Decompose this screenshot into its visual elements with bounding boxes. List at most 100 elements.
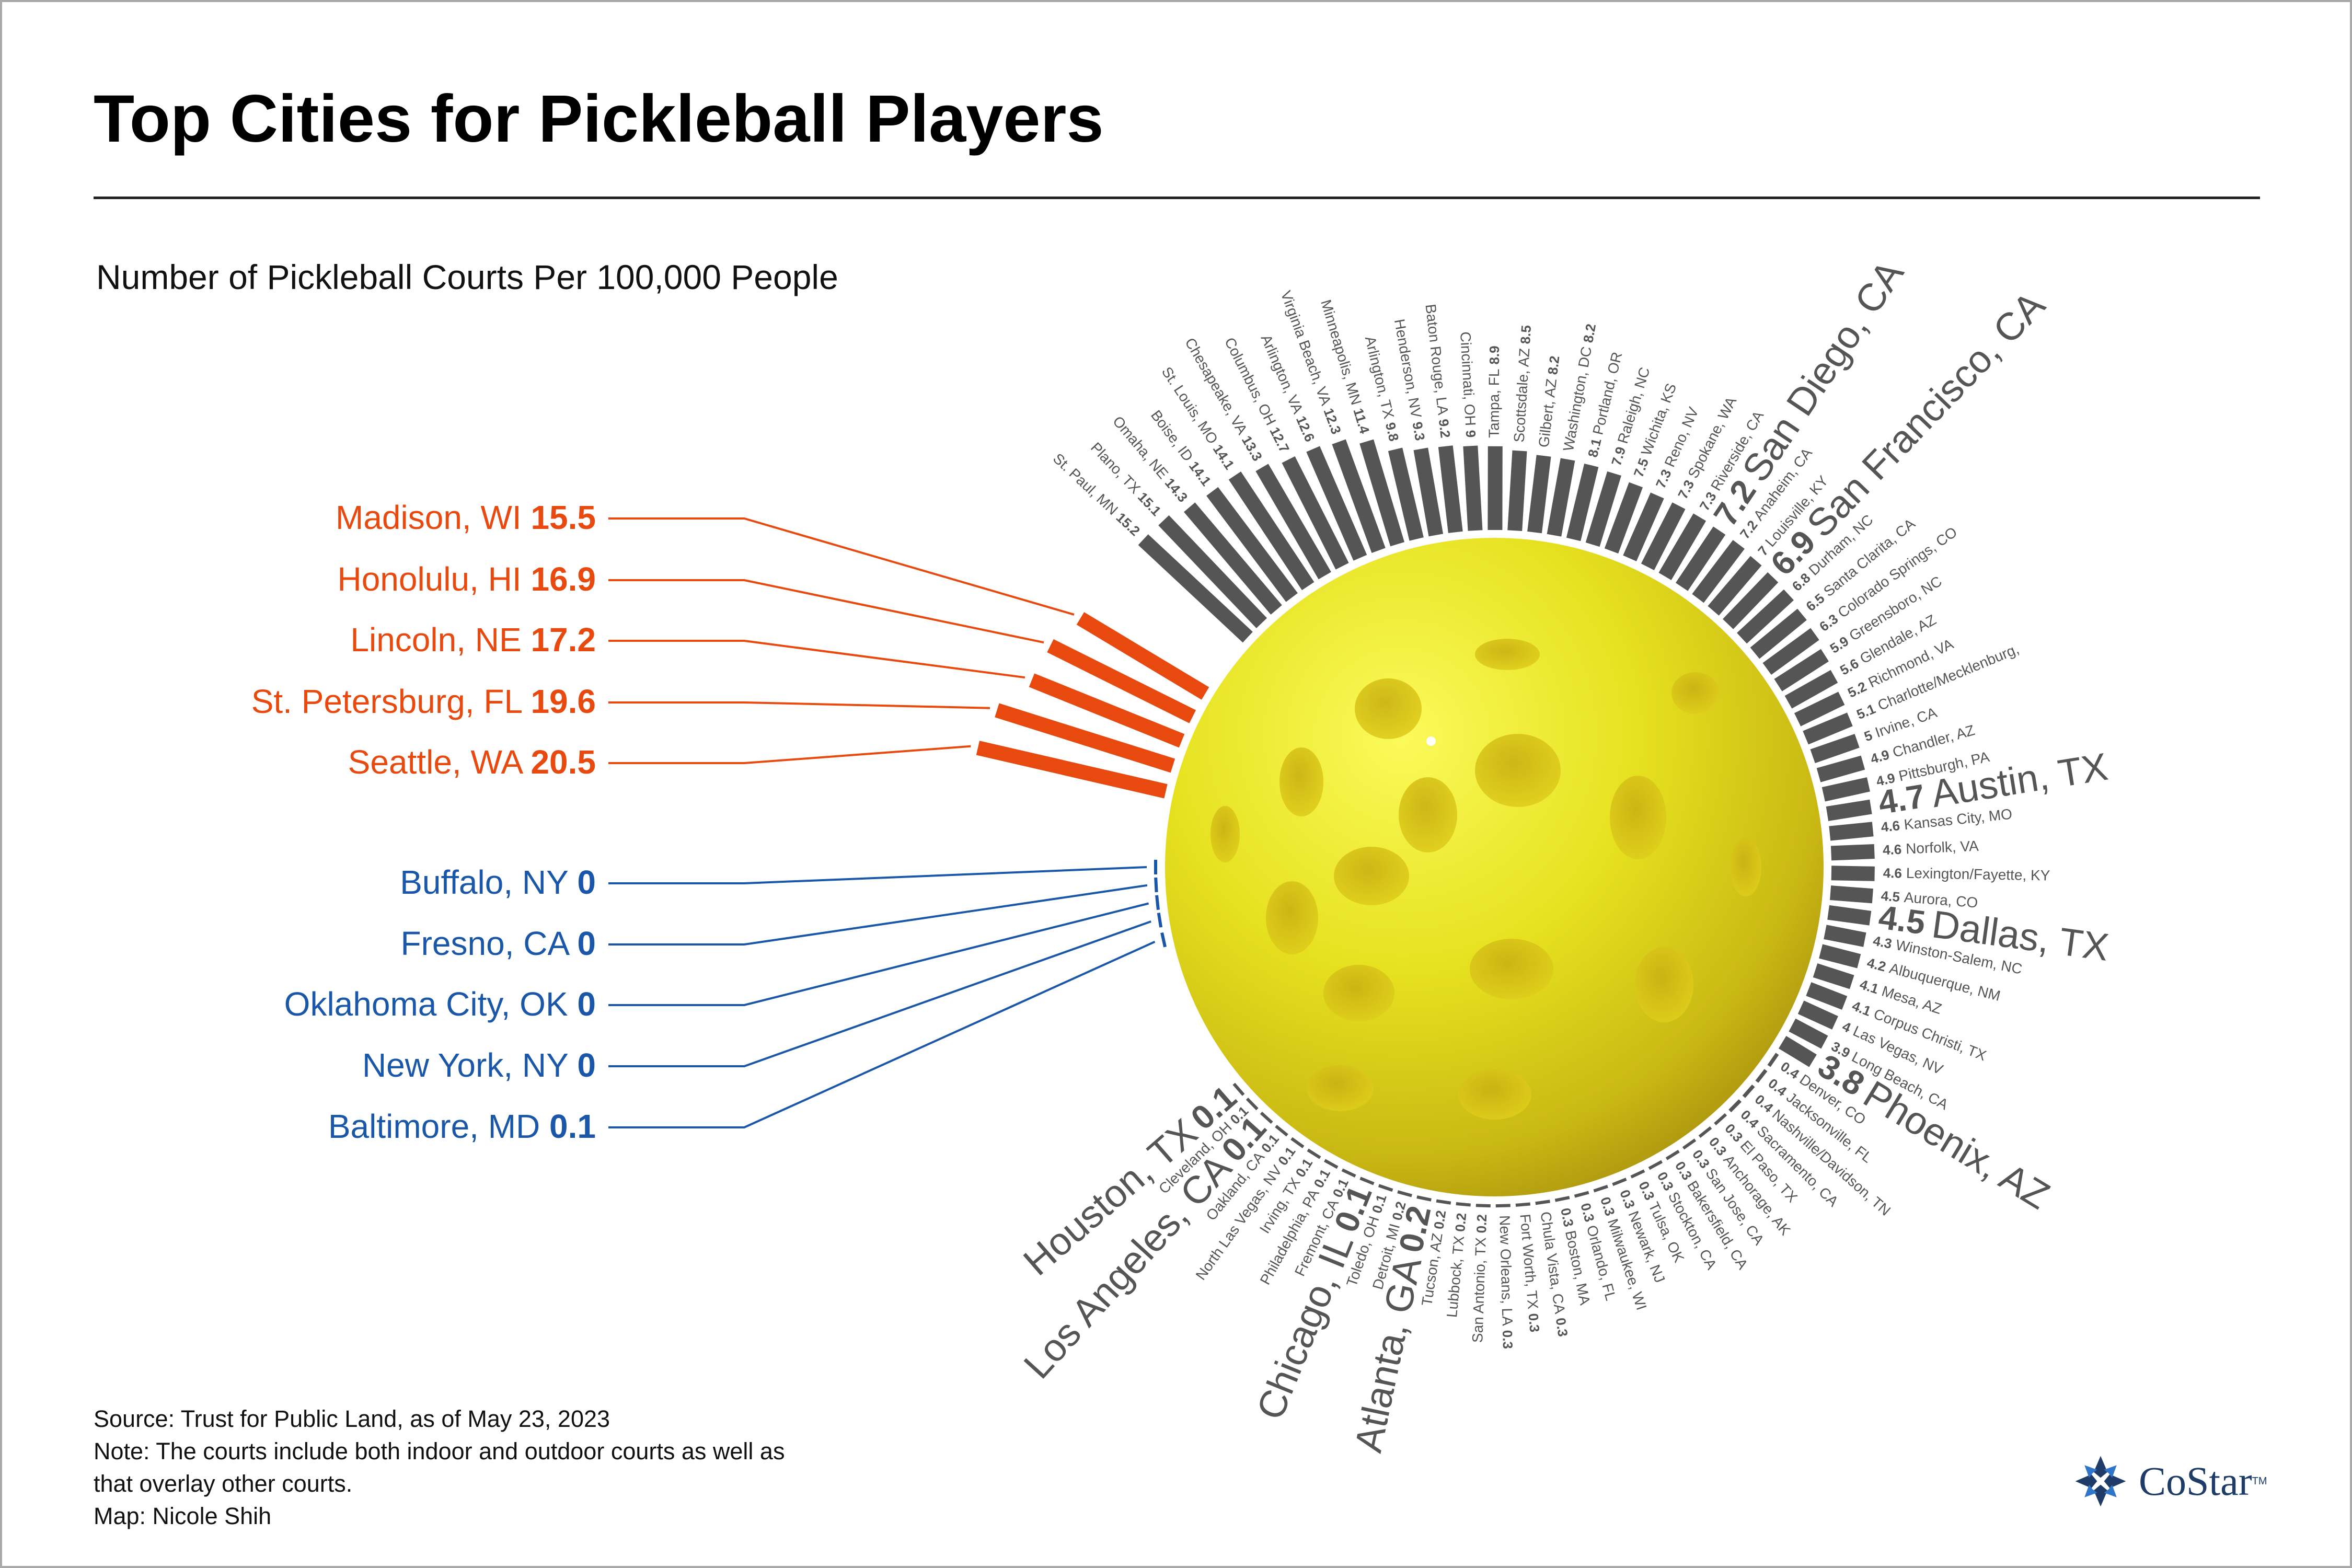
bar-colorado-springs-co (1762, 628, 1819, 675)
bar-pittsburgh-pa (1821, 777, 1870, 802)
ring-label-value: 0.3 (1654, 1169, 1677, 1193)
bar-phoenix-az (1778, 1036, 1817, 1067)
ring-label-city: Arlington, TX (1362, 335, 1397, 420)
bar-washington-dc (1547, 458, 1575, 537)
top-label-lincoln-ne: Lincoln, NE 17.2 (350, 621, 596, 659)
title-divider (94, 197, 2260, 199)
bar-spokane-wa (1641, 502, 1686, 570)
pickleball-hole (1279, 747, 1323, 816)
ring-label-value: 6.3 (1816, 610, 1841, 635)
ring-label-value: 0.2 (1452, 1212, 1469, 1232)
ring-label-value: 8.2 (1544, 355, 1562, 375)
bar-winston-salem-nc (1824, 925, 1866, 947)
ring-label-baton-rouge-la: Baton Rouge, LA 9.2 (1422, 303, 1454, 439)
bar-las-vegas-nv (1797, 1000, 1838, 1030)
ring-label-value: 13.3 (1239, 433, 1265, 464)
bar-omaha-ne (1184, 502, 1282, 615)
bar-arlington-tx (1388, 447, 1424, 541)
pickleball-icon (1165, 538, 1824, 1196)
top-leader-line (608, 579, 1044, 644)
ring-label-lexington-fayette-ky: 4.6 Lexington/Fayette, KY (1883, 864, 2050, 884)
pickleball-hole (1475, 639, 1540, 670)
bar-el-paso-tx (1714, 1113, 1727, 1126)
top-bar-lincoln-ne (1029, 673, 1185, 748)
pickleball-hole (1671, 672, 1720, 714)
pickleball-hole (1210, 806, 1240, 862)
top-bar-seattle-wa (976, 741, 1168, 799)
ring-label-value: 8.2 (1580, 322, 1599, 344)
bottom-label-value: 0 (577, 985, 596, 1023)
bar-newark-nj (1612, 1178, 1627, 1186)
pickleball-hole (1334, 847, 1409, 905)
ring-label-value: 4 (1840, 1018, 1853, 1036)
bar-austin-tx (1826, 799, 1872, 821)
ring-label-value: 9.8 (1382, 421, 1402, 443)
bars-layer (976, 439, 1875, 1208)
bar-long-beach-ca (1789, 1018, 1828, 1049)
bar-cincinnati-oh (1463, 445, 1483, 531)
ring-label-omaha-ne: Omaha, NE14.3 (1110, 413, 1191, 505)
bottom-label-city: Buffalo, NY (400, 863, 577, 901)
top-label-value: 16.9 (531, 560, 596, 598)
ring-label-scottsdale-az: Scottsdale, AZ 8.5 (1511, 325, 1534, 443)
pickleball-hole (1458, 1069, 1531, 1120)
bar-chandler-az (1816, 755, 1865, 782)
ring-label-value: 5.2 (1845, 678, 1869, 701)
top-bar-st-petersburg-fl (995, 703, 1175, 773)
ring-label-text: 4.6 Lexington/Fayette, KY (1883, 864, 2050, 884)
ring-label-value: 0.3 (1553, 1317, 1571, 1338)
ring-label-value: 0.2 (1431, 1209, 1449, 1230)
top-leader-line (608, 701, 990, 709)
ring-label-value: 0.4 (1737, 1106, 1762, 1131)
ring-label-city: Lexington/Fayette, KY (1906, 865, 2050, 884)
top-bar-madison-wi (1076, 612, 1209, 700)
bottom-label-value: 0 (577, 863, 596, 901)
bottom-label-city: Fresno, CA (401, 925, 578, 962)
bottom-label-value: 0 (577, 925, 596, 962)
ring-label-city: Gilbert, AZ (1536, 378, 1560, 448)
bottom-bar-fresno-ca (1154, 877, 1158, 893)
ring-label-norfolk-va: 4.6 Norfolk, VA (1882, 838, 1979, 858)
bar-los-angeles-ca (1260, 1111, 1273, 1124)
bottom-bar-buffalo-ny (1154, 860, 1157, 874)
bottom-leader-line (608, 884, 1148, 946)
bar-fort-worth-tx (1515, 1202, 1531, 1207)
ring-label-value: 4.1 (1850, 998, 1873, 1019)
ring-label-tampa-fl: Tampa, FL 8.9 (1486, 345, 1502, 438)
ring-label-value: 8.1 (1585, 437, 1605, 459)
ring-label-value: 4.5 (1876, 898, 1928, 941)
ring-label-city: Norfolk, VA (1906, 838, 1979, 857)
bottom-label-new-york-ny: New York, NY 0 (362, 1046, 596, 1084)
ring-label-value: 0.4 (1778, 1058, 1802, 1082)
bar-new-orleans-la (1495, 1204, 1511, 1208)
map-credit: Map: Nicole Shih (94, 1503, 272, 1529)
top-label-honolulu-hi: Honolulu, HI 16.9 (337, 560, 596, 598)
bar-wichita-ks (1604, 482, 1643, 554)
ring-label-value: 15.1 (1135, 489, 1165, 518)
ring-label-value: 0.2 (1473, 1214, 1490, 1233)
bar-irvine-ca (1810, 734, 1860, 764)
bar-durham-nc (1737, 589, 1794, 644)
ring-label-value: 12.7 (1266, 424, 1293, 455)
bar-glendale-az (1784, 670, 1838, 709)
pickleball-hole (1610, 776, 1666, 859)
bar-anaheim-ca (1692, 540, 1745, 603)
top-leader-line (608, 745, 971, 764)
ring-label-value: 5.1 (1854, 701, 1878, 723)
ring-label-value: 7.5 (1630, 456, 1652, 479)
bar-santa-clarita-ca (1750, 608, 1807, 659)
bar-norfolk-va (1830, 844, 1875, 861)
ring-label-gilbert-az: Gilbert, AZ 8.2 (1536, 355, 1562, 448)
ring-label-text: 4.6 Norfolk, VA (1882, 838, 1979, 858)
ring-label-value: 4.1 (1858, 976, 1881, 997)
bar-dallas-tx (1827, 905, 1872, 926)
ring-label-value: 5.6 (1837, 655, 1861, 678)
pickleball-hole (1323, 965, 1394, 1021)
ring-label-city: Phoenix, AZ (1857, 1072, 2057, 1217)
ring-label-value: 4.7 (1876, 777, 1928, 821)
bar-boise-id (1206, 487, 1298, 602)
ring-label-san-antonio-tx: San Antonio, TX 0.2 (1470, 1214, 1490, 1343)
bar-irving-tx (1307, 1148, 1321, 1159)
bar-plano-tx (1158, 515, 1267, 628)
